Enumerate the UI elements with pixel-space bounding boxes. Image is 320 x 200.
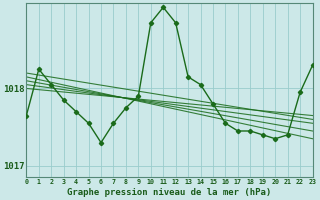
X-axis label: Graphe pression niveau de la mer (hPa): Graphe pression niveau de la mer (hPa) — [67, 188, 272, 197]
